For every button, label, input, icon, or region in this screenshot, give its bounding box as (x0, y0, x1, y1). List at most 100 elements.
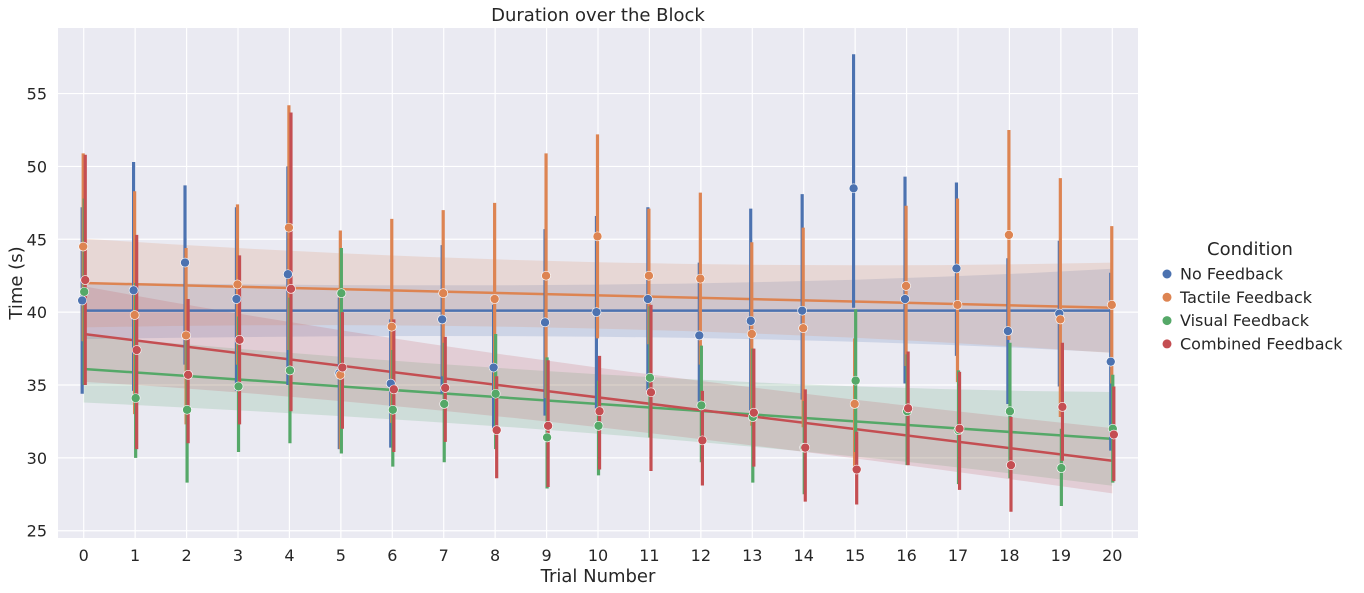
data-point (285, 365, 295, 376)
y-tick-label: 35 (27, 376, 47, 395)
data-point (594, 406, 605, 417)
legend-marker (1162, 292, 1172, 302)
data-point (1106, 300, 1117, 310)
data-point (440, 383, 451, 393)
y-tick-labels: 25 30 35 40 45 50 55 (27, 85, 47, 541)
data-point (131, 345, 142, 355)
y-axis-label: Time (s) (6, 246, 27, 320)
legend-label: No Feedback (1180, 265, 1284, 284)
x-tick-label: 17 (948, 546, 968, 565)
legend-marker (1162, 316, 1172, 326)
data-point (543, 420, 553, 431)
x-tick-label: 5 (336, 546, 346, 565)
data-point (849, 399, 860, 409)
data-point (797, 305, 807, 316)
data-point (851, 464, 862, 475)
data-point (1003, 326, 1013, 336)
data-point (1105, 356, 1116, 367)
x-tick-label: 13 (742, 546, 762, 565)
data-point (592, 231, 603, 242)
x-tick-labels: 0 1 2 3 4 5 6 7 8 9 10 11 12 13 14 15 16 17 18 19 20 (79, 546, 1123, 565)
data-point (1005, 406, 1015, 417)
data-point (232, 279, 243, 290)
data-point (231, 294, 242, 304)
data-point (437, 314, 447, 325)
data-point (286, 284, 296, 294)
y-tick-label: 50 (27, 157, 47, 176)
data-point (182, 404, 192, 415)
data-point (746, 329, 757, 339)
data-point (283, 269, 293, 280)
y-tick-label: 30 (27, 449, 47, 468)
data-point (77, 295, 87, 306)
x-axis-label: Trial Number (540, 566, 656, 587)
data-point (749, 407, 759, 418)
data-point (438, 288, 449, 299)
data-point (696, 400, 707, 411)
data-point (80, 275, 91, 285)
data-point (644, 270, 654, 281)
data-point (128, 285, 139, 296)
data-point (848, 183, 859, 194)
data-point (954, 423, 965, 434)
data-point (336, 288, 347, 299)
data-point (1109, 429, 1119, 440)
data-point (389, 384, 399, 395)
data-point (1056, 463, 1067, 473)
y-tick-label: 25 (27, 522, 47, 541)
data-point (697, 435, 708, 446)
data-point (900, 294, 910, 304)
data-point (951, 263, 962, 274)
x-tick-label: 0 (79, 546, 89, 565)
data-point (439, 399, 450, 409)
data-point (490, 388, 501, 399)
data-point (1006, 460, 1016, 470)
data-point (593, 420, 604, 431)
data-point (181, 330, 191, 341)
x-tick-label: 11 (639, 546, 659, 565)
x-tick-label: 16 (896, 546, 916, 565)
data-point (541, 270, 551, 281)
data-point (129, 310, 140, 320)
data-point (643, 294, 653, 304)
x-tick-label: 6 (387, 546, 397, 565)
legend-label: Combined Feedback (1180, 334, 1343, 353)
data-point (850, 375, 861, 386)
legend-label: Visual Feedback (1180, 311, 1310, 330)
legend-marker (1162, 339, 1172, 349)
data-point (901, 281, 911, 291)
x-tick-label: 10 (588, 546, 608, 565)
chart-title: Duration over the Block (491, 5, 705, 26)
x-tick-label: 4 (284, 546, 294, 565)
data-point (591, 307, 602, 317)
data-point (800, 442, 811, 453)
data-point (694, 330, 705, 341)
x-tick-label: 14 (794, 546, 814, 565)
data-point (745, 316, 756, 326)
x-tick-label: 8 (490, 546, 500, 565)
x-tick-label: 20 (1102, 546, 1122, 565)
data-point (695, 273, 706, 284)
data-point (542, 432, 552, 443)
data-point (646, 387, 656, 398)
data-point (284, 222, 294, 233)
data-point (387, 404, 398, 415)
legend: Condition No Feedback Tactile Feedback Vis… (1162, 239, 1343, 353)
y-tick-label: 45 (27, 230, 47, 249)
data-point (234, 335, 245, 345)
data-point (1055, 314, 1066, 325)
x-tick-label: 1 (130, 546, 140, 565)
data-point (1057, 402, 1068, 412)
legend-title: Condition (1207, 239, 1293, 260)
data-point (130, 393, 141, 403)
y-tick-label: 40 (27, 303, 47, 322)
data-point (540, 317, 550, 328)
x-tick-label: 9 (541, 546, 551, 565)
data-point (337, 362, 348, 373)
x-tick-label: 2 (181, 546, 191, 565)
data-point (78, 241, 88, 252)
data-point (233, 381, 244, 392)
x-tick-label: 19 (1051, 546, 1071, 565)
data-point (491, 425, 502, 435)
